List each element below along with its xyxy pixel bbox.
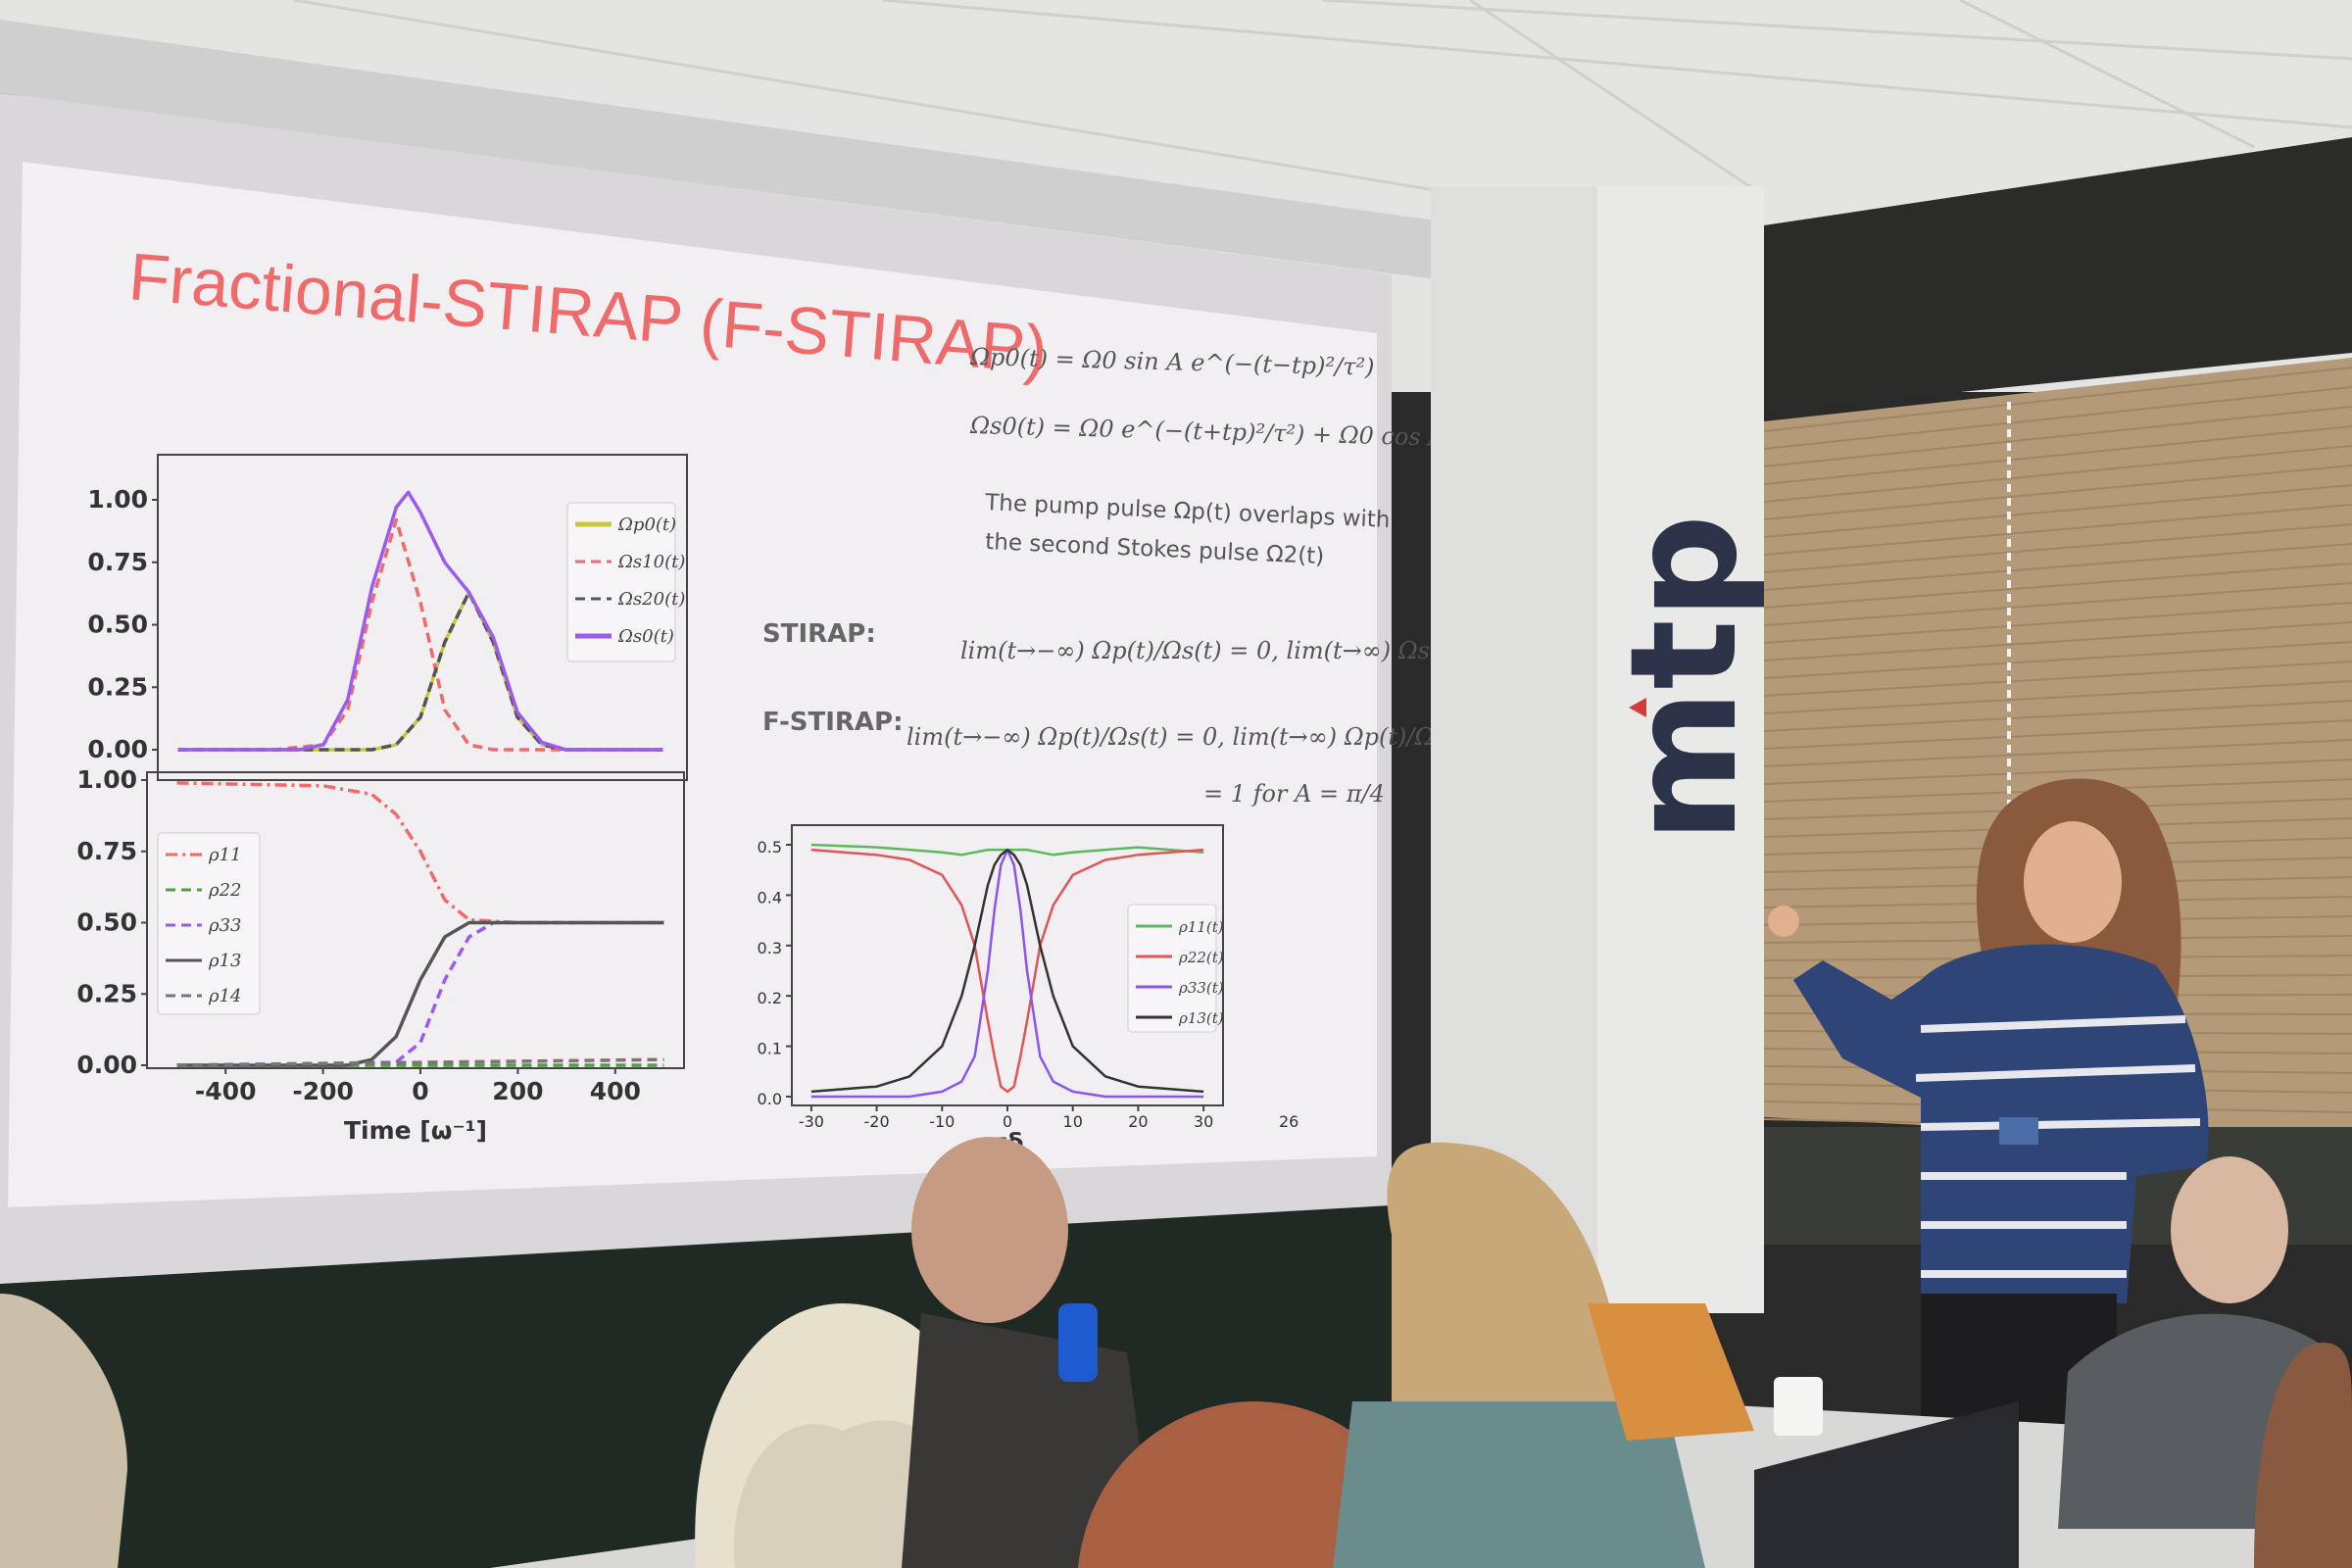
blind-slat bbox=[1763, 425, 2352, 485]
x-tick-label: -400 bbox=[195, 1077, 257, 1105]
x-tick-label: -30 bbox=[799, 1112, 824, 1131]
blind-slat bbox=[1763, 700, 2352, 732]
y-tick-label: 0.4 bbox=[758, 888, 782, 906]
blind-slat bbox=[1763, 465, 2352, 520]
series-line-3 bbox=[177, 490, 663, 752]
population-chart: 1.00 0.75 0.50 0.25 0.00 -400 -200 0 200 400 Time … bbox=[76, 765, 685, 1145]
y-tick-label: 0.0 bbox=[758, 1090, 782, 1108]
x-tick-label: 200 bbox=[492, 1077, 543, 1105]
y-tick-label: 0.5 bbox=[758, 838, 782, 857]
y-tick-label: 0.75 bbox=[76, 837, 137, 865]
legend-box bbox=[566, 502, 676, 662]
blind-slat bbox=[1763, 582, 2352, 626]
blind-slat bbox=[1763, 602, 2352, 644]
legend-box bbox=[157, 832, 261, 1015]
legend-label: ρ22 bbox=[208, 880, 242, 901]
x-tick-label: 400 bbox=[590, 1077, 641, 1105]
y-tick-label: 0.2 bbox=[758, 989, 782, 1007]
ceiling-grid bbox=[293, 0, 2352, 198]
slide bbox=[8, 162, 1377, 1207]
ceiling-beam bbox=[1764, 137, 2352, 412]
blind-slat bbox=[1763, 504, 2352, 556]
legend-label: ρ14 bbox=[208, 986, 242, 1006]
legend-label: Ωp0(t) bbox=[617, 514, 676, 535]
x-tick-label: 10 bbox=[1063, 1112, 1083, 1131]
legend-label: Ωs10(t) bbox=[617, 552, 685, 572]
page-number: 26 bbox=[1279, 1112, 1298, 1131]
y-tick-label: 0.1 bbox=[758, 1040, 782, 1058]
series-line-2 bbox=[177, 590, 663, 752]
x-tick-label: -20 bbox=[864, 1112, 890, 1131]
series-line-0 bbox=[176, 781, 664, 925]
population-chart-axes bbox=[146, 771, 685, 1069]
legend-label: ρ33 bbox=[208, 915, 242, 936]
blind-slat bbox=[1763, 719, 2352, 750]
legend-label: ρ22(t) bbox=[1178, 949, 1224, 966]
legend-label: ρ13(t) bbox=[1178, 1009, 1224, 1027]
legend-label: ρ11(t) bbox=[1178, 918, 1224, 936]
legend-box bbox=[1127, 904, 1217, 1033]
blind-slat bbox=[1763, 406, 2352, 467]
audience bbox=[0, 1137, 2352, 1568]
y-tick-label: 0.3 bbox=[758, 939, 782, 957]
blind-slat bbox=[1763, 543, 2352, 591]
blind-slat bbox=[1763, 759, 2352, 785]
blind-slat bbox=[1763, 484, 2352, 538]
series-line-4 bbox=[176, 1057, 664, 1067]
screen-housing bbox=[0, 20, 1436, 279]
x-axis-label: Time [ω⁻¹] bbox=[344, 1116, 487, 1145]
blind-slat bbox=[1763, 680, 2352, 714]
series-line-3 bbox=[810, 848, 1204, 1094]
blind-slat bbox=[1763, 445, 2352, 503]
blind-slat bbox=[1763, 386, 2352, 450]
x-tick-label: 30 bbox=[1194, 1112, 1213, 1131]
legend-label: ρ11 bbox=[208, 845, 242, 865]
blind-slat bbox=[1763, 621, 2352, 662]
y-tick-label: 0.25 bbox=[87, 672, 148, 701]
mtp-logo: mtp bbox=[1599, 514, 1770, 843]
y-tick-label: 1.00 bbox=[76, 765, 137, 794]
blind-slat bbox=[1763, 367, 2352, 432]
x-tick-label: -10 bbox=[929, 1112, 955, 1131]
stirap-label: STIRAP: bbox=[762, 619, 876, 649]
y-tick-label: 0.25 bbox=[76, 979, 137, 1007]
legend-label: Ωs20(t) bbox=[617, 589, 685, 610]
y-tick-label: 0.00 bbox=[87, 735, 148, 763]
x-tick-label: -200 bbox=[292, 1077, 354, 1105]
blind-slat bbox=[1763, 523, 2352, 573]
y-tick-label: 0.75 bbox=[87, 548, 148, 576]
series-line-1 bbox=[810, 848, 1204, 1094]
legend-label: Ωs0(t) bbox=[617, 626, 674, 647]
legend-label: ρ33(t) bbox=[1178, 979, 1224, 997]
blind-slat bbox=[1763, 563, 2352, 609]
pillar-side bbox=[1431, 186, 1597, 1313]
fstirap-label: F-STIRAP: bbox=[762, 708, 903, 737]
legend-label: ρ13 bbox=[208, 951, 242, 971]
y-tick-label: 0.50 bbox=[76, 908, 137, 937]
y-tick-label: 0.50 bbox=[87, 611, 148, 639]
x-tick-label: 0 bbox=[1003, 1112, 1012, 1131]
logo-triangle-icon bbox=[1629, 698, 1646, 717]
pulse-chart: 1.00 0.75 0.50 0.25 0.00 Ωp0(t) Ωs10(t) Ωs20(t)… bbox=[87, 454, 688, 781]
pulse-chart-axes bbox=[157, 454, 688, 781]
fstirap-condition-result: = 1 for A = π/4 bbox=[1203, 780, 1385, 808]
blind-slat bbox=[1763, 641, 2352, 679]
blind-slat bbox=[1763, 739, 2352, 767]
detuning-chart: 0.50.40.30.20.10.0-30-20-100102030τδρ11(… bbox=[758, 824, 1224, 1156]
blind-slat bbox=[1763, 661, 2352, 697]
x-tick-label: 0 bbox=[412, 1077, 428, 1105]
x-tick-label: 20 bbox=[1128, 1112, 1148, 1131]
y-tick-label: 1.00 bbox=[87, 485, 148, 514]
y-tick-label: 0.00 bbox=[76, 1051, 137, 1079]
